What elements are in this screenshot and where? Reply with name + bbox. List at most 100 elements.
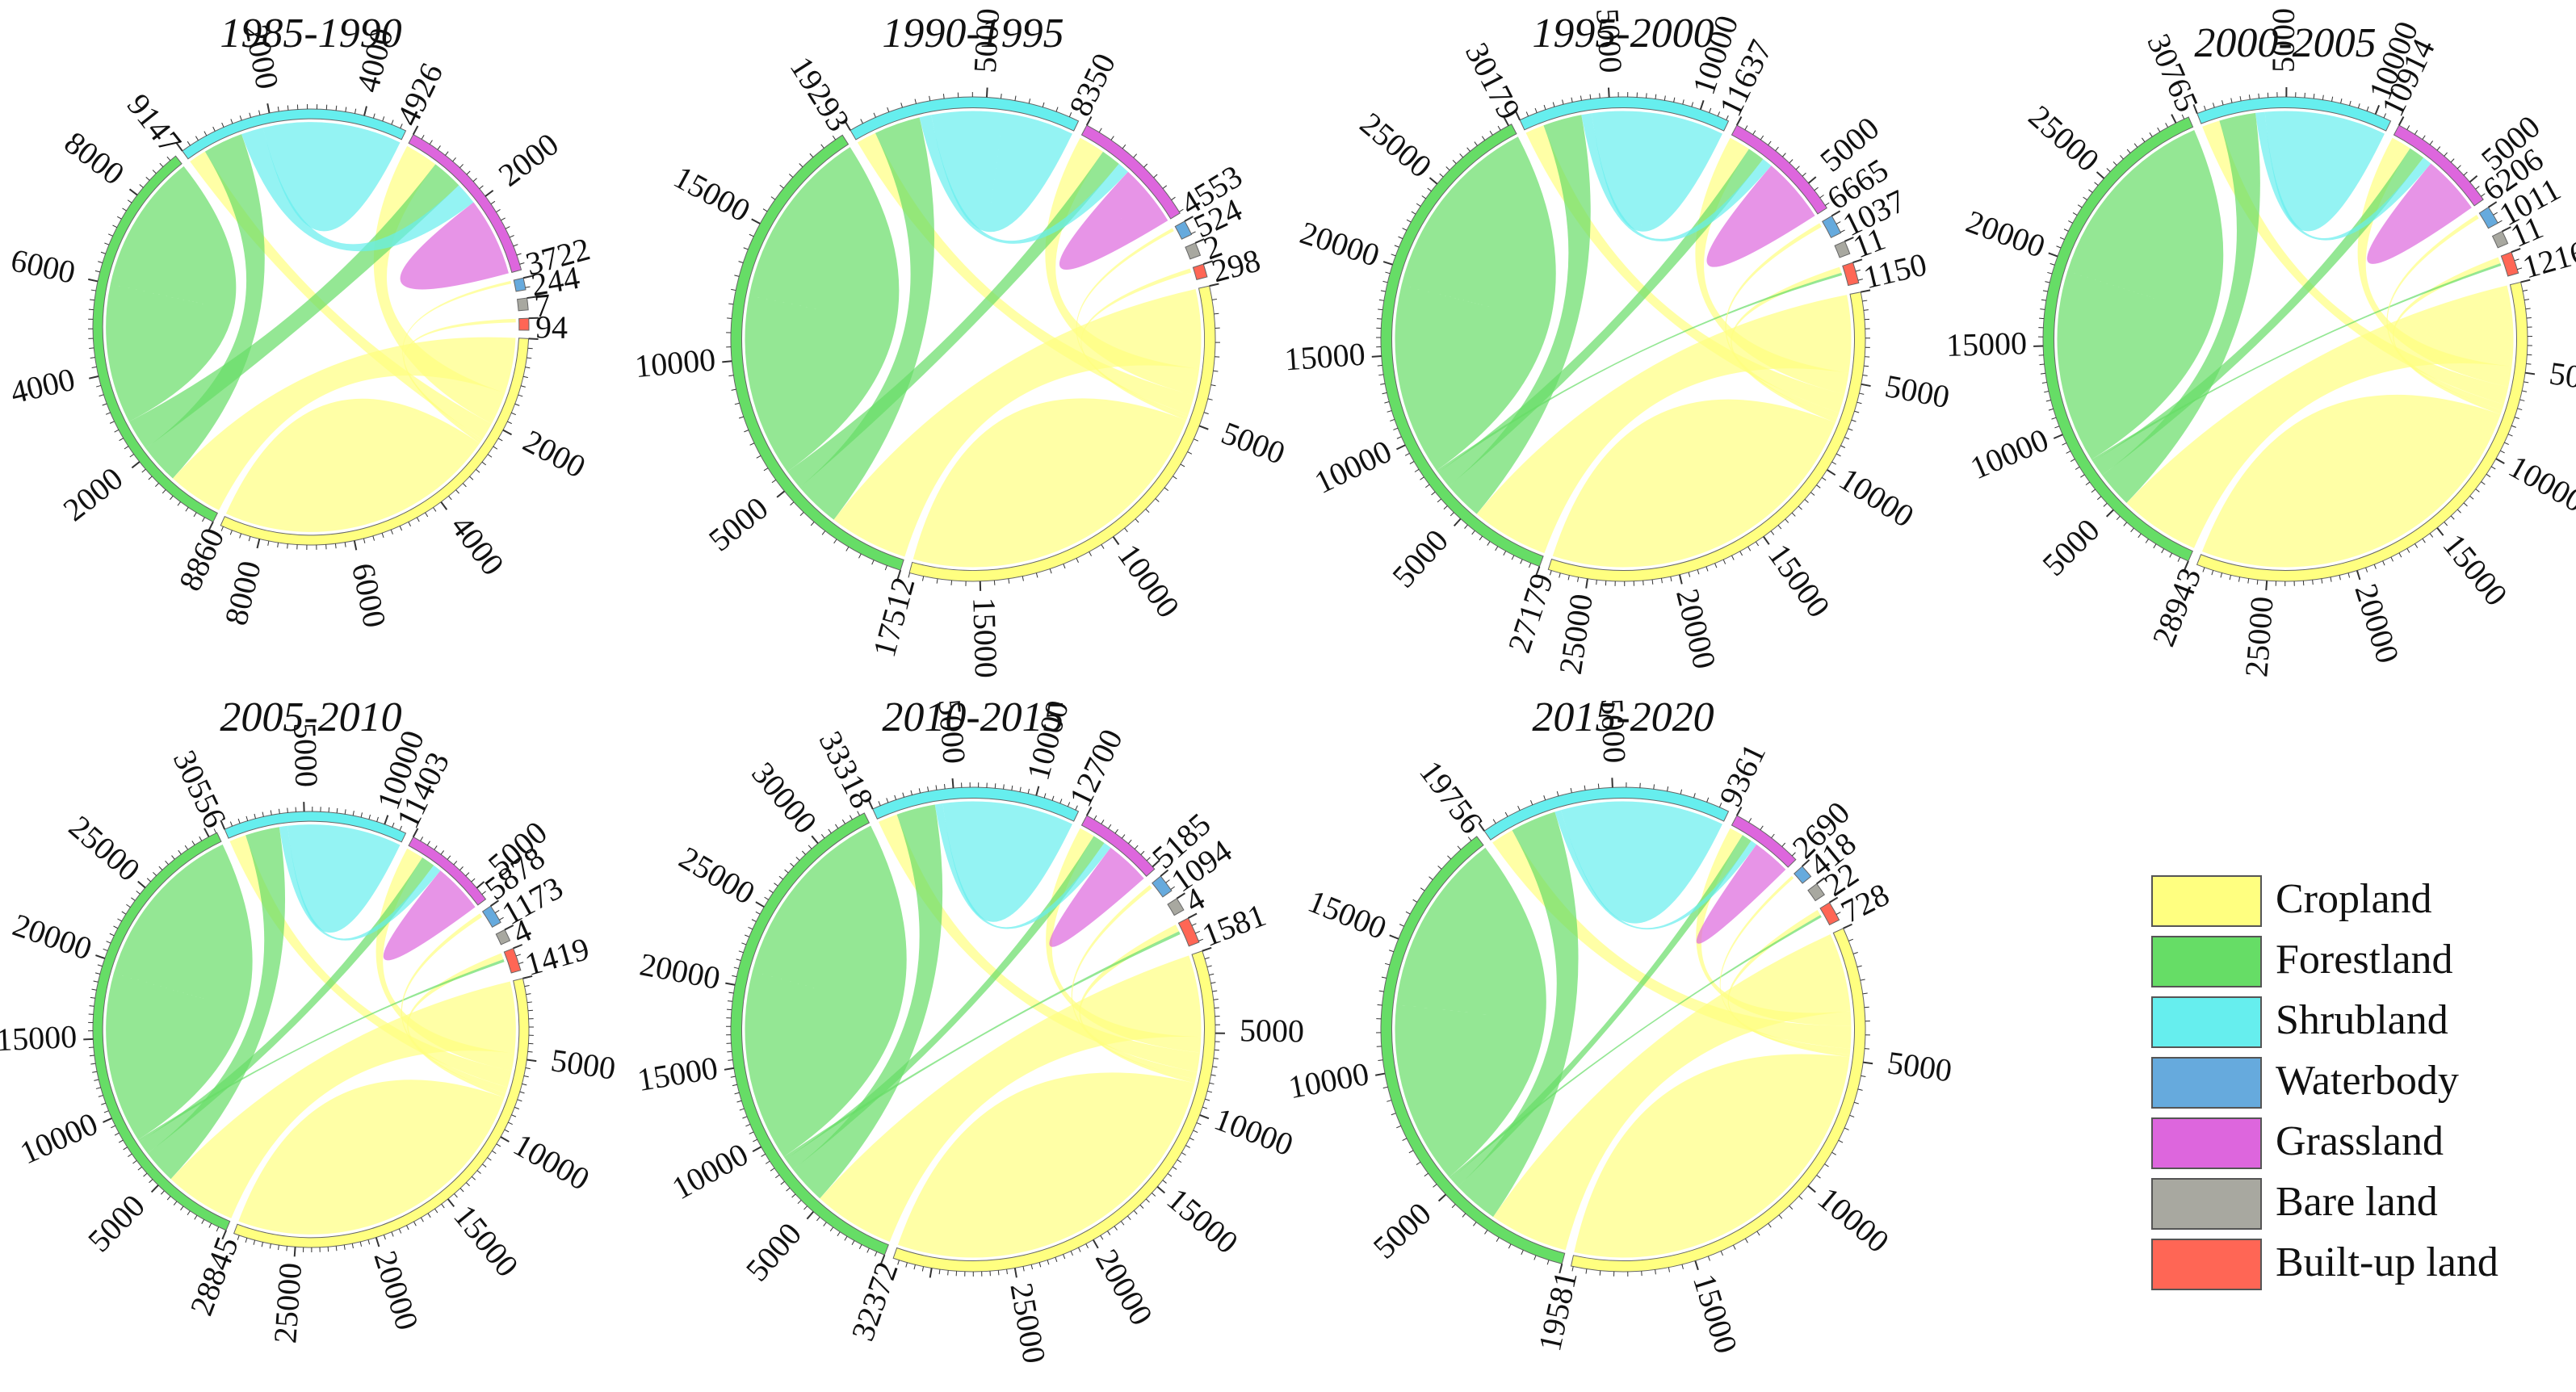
tick-mark bbox=[1429, 177, 1438, 185]
tick-mark bbox=[514, 403, 520, 406]
ribbon-cropland-to-built-up-land bbox=[2392, 257, 2504, 411]
tick-mark bbox=[1515, 111, 1521, 121]
tick-mark bbox=[507, 421, 512, 425]
tick-mark bbox=[743, 247, 749, 250]
tick-mark bbox=[100, 251, 106, 254]
tick-mark bbox=[1447, 855, 1452, 860]
tick-mark bbox=[1836, 912, 1841, 915]
tick-mark bbox=[1726, 115, 1729, 120]
tick-mark bbox=[487, 454, 493, 458]
ribbon-forestland-to-shrubland bbox=[793, 804, 943, 1199]
tick-mark bbox=[1014, 95, 1017, 101]
tick-mark bbox=[2429, 533, 2434, 538]
tick-mark bbox=[866, 1247, 870, 1253]
tick-mark bbox=[221, 122, 224, 128]
tick-mark bbox=[262, 811, 264, 817]
tick-mark bbox=[1760, 825, 1764, 831]
tick-mark bbox=[2517, 267, 2523, 270]
tick-mark bbox=[1421, 195, 1426, 199]
arc-bare-land bbox=[1185, 242, 1202, 260]
tick-mark bbox=[1706, 797, 1710, 803]
tick-mark bbox=[481, 891, 486, 895]
tick-mark bbox=[111, 1125, 115, 1129]
ribbon-cropland-to-shrubland bbox=[857, 132, 1194, 415]
tick-mark bbox=[221, 1230, 227, 1240]
tick-mark bbox=[770, 1168, 775, 1172]
tick-mark bbox=[248, 536, 251, 542]
tick-mark bbox=[1861, 383, 1871, 388]
tick-mark bbox=[1782, 153, 1786, 157]
tick-mark bbox=[2520, 279, 2531, 283]
tick-mark bbox=[1678, 574, 1683, 585]
tick-label: 5000 bbox=[1217, 414, 1290, 472]
tick-mark bbox=[83, 1038, 94, 1041]
ribbon-shrubland-to-grassland bbox=[1581, 113, 1772, 241]
tick-mark bbox=[1785, 518, 1789, 523]
tick-mark bbox=[153, 871, 157, 876]
tick-mark bbox=[522, 275, 533, 279]
tick-mark bbox=[2463, 171, 2468, 176]
tick-mark bbox=[2374, 105, 2381, 115]
tick-mark bbox=[1433, 1184, 1437, 1188]
tick-mark bbox=[844, 1235, 848, 1241]
tick-mark bbox=[779, 184, 784, 189]
tick-mark bbox=[2221, 100, 2224, 106]
tick-mark bbox=[2080, 474, 2085, 478]
ribbon-grassland-self bbox=[383, 870, 476, 961]
tick-mark bbox=[734, 1092, 740, 1095]
tick-mark bbox=[1733, 1244, 1736, 1250]
tick-mark bbox=[1735, 807, 1743, 816]
tick-mark bbox=[239, 115, 242, 121]
tick-mark bbox=[1824, 1163, 1829, 1168]
tick-mark bbox=[471, 1176, 476, 1180]
tick-mark bbox=[774, 883, 778, 887]
tick-mark bbox=[1831, 210, 1841, 217]
tick-mark bbox=[128, 188, 138, 196]
tick-mark bbox=[1160, 869, 1169, 877]
tick-mark bbox=[1114, 1226, 1118, 1231]
tick-mark bbox=[109, 933, 115, 937]
ribbon-cropland-self bbox=[1552, 399, 1836, 568]
arc-cropland bbox=[908, 285, 1216, 582]
legend-item-built-up-land: Built-up land bbox=[2151, 1239, 2498, 1290]
tick-mark bbox=[878, 801, 881, 807]
tick-mark bbox=[1437, 498, 1441, 503]
tick-mark bbox=[1763, 535, 1770, 545]
tick-mark bbox=[1856, 965, 1862, 968]
tick-mark bbox=[1673, 97, 1676, 103]
tick-mark bbox=[2088, 189, 2093, 193]
tick-mark bbox=[344, 542, 346, 547]
tick-mark bbox=[2120, 155, 2124, 160]
tick-mark bbox=[520, 385, 526, 388]
tick-mark bbox=[516, 253, 522, 256]
tick-mark bbox=[1852, 258, 1863, 264]
tick-label: 2000 bbox=[518, 422, 592, 484]
tick-mark bbox=[494, 909, 500, 914]
tick-label: 25000 bbox=[2238, 595, 2280, 678]
tick-mark bbox=[835, 824, 839, 829]
tick-mark bbox=[2238, 577, 2241, 582]
arc-grassland bbox=[1080, 815, 1156, 877]
tick-mark bbox=[433, 507, 437, 512]
tick-mark bbox=[1552, 102, 1555, 107]
ribbon-forestland-to-grassland bbox=[1437, 149, 1764, 487]
tick-mark bbox=[2511, 425, 2516, 428]
tick-mark bbox=[1791, 852, 1796, 857]
tick-mark bbox=[88, 278, 99, 283]
tick-mark bbox=[2105, 509, 2114, 518]
tick-mark bbox=[1402, 1138, 1408, 1141]
tick-label: 10000 bbox=[1965, 421, 2054, 486]
arc-waterbody bbox=[1821, 215, 1842, 238]
tick-mark bbox=[2517, 408, 2523, 411]
ribbon-cropland-to-built-up-land bbox=[407, 953, 508, 1094]
tick-mark bbox=[2526, 317, 2532, 319]
tick-mark bbox=[1191, 923, 1197, 926]
tick-mark bbox=[511, 1114, 517, 1117]
tick-mark bbox=[2406, 548, 2410, 553]
arc-bare-land bbox=[1167, 898, 1185, 916]
tick-label: 5000 bbox=[1589, 7, 1630, 73]
tick-mark bbox=[1171, 196, 1176, 201]
tick-mark bbox=[1798, 505, 1802, 510]
legend-label: Forestland bbox=[2276, 937, 2453, 983]
tick-mark bbox=[2171, 114, 2177, 124]
